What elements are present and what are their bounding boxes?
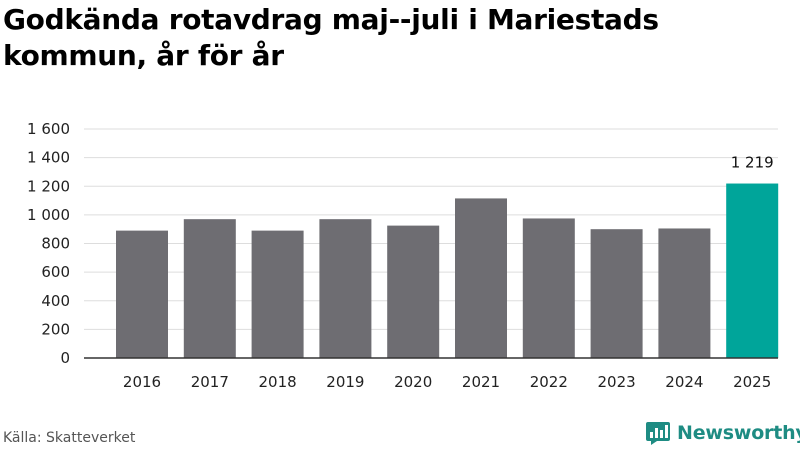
- x-tick-label: 2022: [530, 373, 568, 391]
- y-tick-label: 200: [41, 320, 70, 338]
- y-tick-label: 600: [41, 263, 70, 281]
- bar-2016: [116, 230, 168, 358]
- x-tick-label: 2025: [733, 373, 771, 391]
- bar-2025: [726, 183, 779, 358]
- brand-name: Newsworthy: [677, 422, 800, 444]
- data-label: 1 219: [731, 154, 774, 172]
- x-tick-label: 2019: [326, 373, 364, 391]
- bar-2024: [658, 228, 711, 358]
- bar-2017: [183, 219, 236, 358]
- y-tick-label: 400: [41, 292, 70, 310]
- bar-2019: [319, 219, 372, 358]
- bar-2018: [251, 230, 304, 358]
- chart-title: Godkända rotavdrag maj--juli i Mariestad…: [3, 3, 659, 72]
- y-tick-label: 1 600: [27, 120, 70, 138]
- bar-2020: [387, 225, 440, 358]
- x-tick-label: 2020: [394, 373, 432, 391]
- bar-2022: [522, 218, 575, 358]
- x-tick-label: 2023: [598, 373, 636, 391]
- y-tick-label: 1 200: [27, 177, 70, 195]
- y-tick-label: 800: [41, 235, 70, 253]
- y-tick-label: 1 000: [27, 206, 70, 224]
- brand-logo: Newsworthy: [645, 420, 800, 446]
- source-note: Källa: Skatteverket: [3, 430, 136, 446]
- y-tick-label: 0: [60, 349, 70, 367]
- x-tick-label: 2018: [259, 373, 297, 391]
- newsworthy-logo-icon: [646, 422, 670, 445]
- x-tick-label: 2017: [191, 373, 229, 391]
- x-tick-label: 2021: [462, 373, 500, 391]
- bar-2023: [590, 229, 643, 358]
- y-tick-label: 1 400: [27, 149, 70, 167]
- x-tick-label: 2016: [123, 373, 161, 391]
- bar-2021: [455, 198, 507, 358]
- x-tick-label: 2024: [665, 373, 703, 391]
